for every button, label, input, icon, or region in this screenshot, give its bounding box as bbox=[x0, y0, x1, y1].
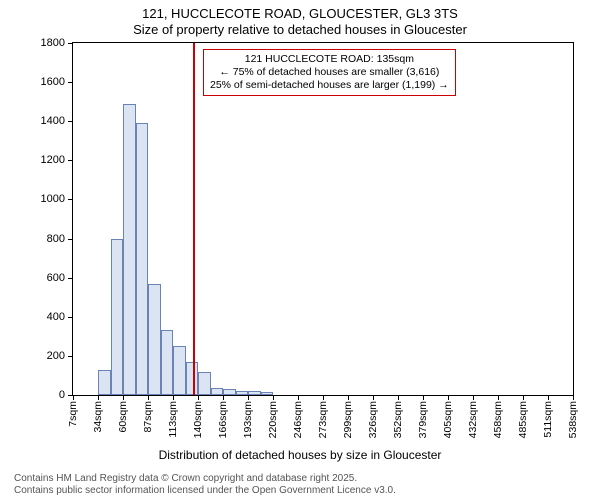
x-axis-label: Distribution of detached houses by size … bbox=[0, 448, 600, 462]
histogram-bar bbox=[111, 239, 124, 395]
y-tick bbox=[68, 356, 73, 357]
x-tick-label: 458sqm bbox=[492, 401, 504, 438]
x-tick bbox=[223, 395, 224, 400]
histogram-bar bbox=[198, 372, 211, 395]
y-tick-label: 1400 bbox=[41, 115, 65, 127]
y-tick-label: 1200 bbox=[41, 154, 65, 166]
x-tick bbox=[248, 395, 249, 400]
annotation-line: 25% of semi-detached houses are larger (… bbox=[210, 79, 449, 92]
chart-title-line1: 121, HUCCLECOTE ROAD, GLOUCESTER, GL3 3T… bbox=[0, 6, 600, 21]
x-tick bbox=[298, 395, 299, 400]
reference-line bbox=[193, 43, 195, 395]
annotation-box: 121 HUCCLECOTE ROAD: 135sqm← 75% of deta… bbox=[203, 49, 456, 96]
x-tick-label: 379sqm bbox=[417, 401, 429, 438]
histogram-bar bbox=[211, 388, 224, 395]
y-tick bbox=[68, 278, 73, 279]
x-tick bbox=[423, 395, 424, 400]
credit-line-2: Contains public sector information licen… bbox=[14, 485, 396, 496]
histogram-bar bbox=[261, 392, 274, 395]
x-tick bbox=[373, 395, 374, 400]
x-tick-label: 193sqm bbox=[242, 401, 254, 438]
y-tick-label: 200 bbox=[47, 350, 65, 362]
x-tick bbox=[573, 395, 574, 400]
y-tick-label: 800 bbox=[47, 233, 65, 245]
x-tick-label: 405sqm bbox=[442, 401, 454, 438]
y-tick bbox=[68, 43, 73, 44]
y-tick bbox=[68, 121, 73, 122]
x-tick bbox=[523, 395, 524, 400]
histogram-bar bbox=[98, 370, 111, 395]
x-tick bbox=[73, 395, 74, 400]
credit-line-1: Contains HM Land Registry data © Crown c… bbox=[14, 473, 357, 484]
x-tick-label: 34sqm bbox=[92, 401, 104, 433]
y-tick-label: 1600 bbox=[41, 76, 65, 88]
x-tick bbox=[498, 395, 499, 400]
chart-container: 121, HUCCLECOTE ROAD, GLOUCESTER, GL3 3T… bbox=[0, 0, 600, 500]
x-tick-label: 220sqm bbox=[267, 401, 279, 438]
histogram-bar bbox=[173, 346, 186, 395]
x-tick bbox=[148, 395, 149, 400]
y-tick-label: 400 bbox=[47, 311, 65, 323]
annotation-line: 121 HUCCLECOTE ROAD: 135sqm bbox=[210, 53, 449, 66]
plot-area: 0200400600800100012001400160018007sqm34s… bbox=[72, 42, 574, 396]
y-tick-label: 1800 bbox=[41, 37, 65, 49]
x-tick bbox=[348, 395, 349, 400]
x-tick bbox=[173, 395, 174, 400]
y-tick-label: 0 bbox=[59, 389, 65, 401]
x-tick-label: 166sqm bbox=[217, 401, 229, 438]
histogram-bar bbox=[148, 284, 161, 395]
x-tick bbox=[448, 395, 449, 400]
x-tick bbox=[198, 395, 199, 400]
chart-title-line2: Size of property relative to detached ho… bbox=[0, 22, 600, 37]
x-tick-label: 538sqm bbox=[567, 401, 579, 438]
x-tick-label: 352sqm bbox=[392, 401, 404, 438]
x-tick bbox=[548, 395, 549, 400]
x-tick-label: 485sqm bbox=[517, 401, 529, 438]
x-tick bbox=[98, 395, 99, 400]
histogram-bar bbox=[136, 123, 149, 395]
annotation-line: ← 75% of detached houses are smaller (3,… bbox=[210, 66, 449, 79]
y-tick bbox=[68, 82, 73, 83]
x-tick-label: 140sqm bbox=[192, 401, 204, 438]
x-tick-label: 246sqm bbox=[292, 401, 304, 438]
y-tick-label: 600 bbox=[47, 272, 65, 284]
x-tick bbox=[123, 395, 124, 400]
histogram-bar bbox=[223, 389, 236, 395]
y-tick-label: 1000 bbox=[41, 193, 65, 205]
x-tick-label: 7sqm bbox=[67, 401, 79, 427]
x-tick-label: 113sqm bbox=[167, 401, 179, 438]
x-tick-label: 87sqm bbox=[142, 401, 154, 433]
histogram-bar bbox=[161, 330, 174, 395]
histogram-bar bbox=[236, 391, 249, 395]
x-tick-label: 326sqm bbox=[367, 401, 379, 438]
y-tick bbox=[68, 317, 73, 318]
x-tick bbox=[473, 395, 474, 400]
histogram-bar bbox=[123, 104, 136, 395]
x-tick-label: 273sqm bbox=[317, 401, 329, 438]
x-tick bbox=[323, 395, 324, 400]
y-tick bbox=[68, 160, 73, 161]
y-tick bbox=[68, 199, 73, 200]
x-tick-label: 432sqm bbox=[467, 401, 479, 438]
x-tick bbox=[398, 395, 399, 400]
x-tick bbox=[273, 395, 274, 400]
x-tick-label: 299sqm bbox=[342, 401, 354, 438]
y-tick bbox=[68, 239, 73, 240]
histogram-bar bbox=[248, 391, 261, 395]
x-tick-label: 60sqm bbox=[117, 401, 129, 433]
x-tick-label: 511sqm bbox=[542, 401, 554, 438]
